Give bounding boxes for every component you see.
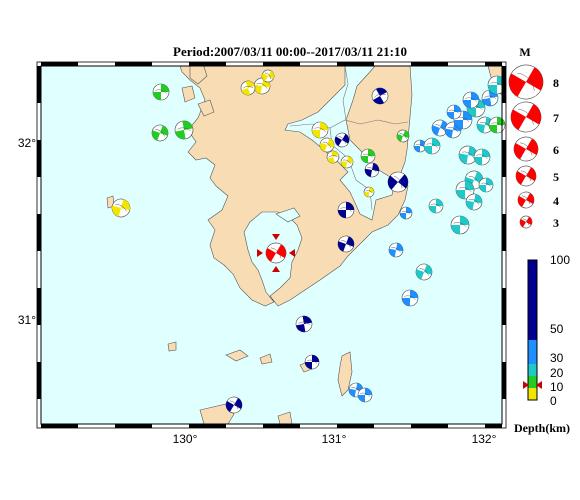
magnitude-scale-ball [519,215,533,229]
event-beachball [488,116,506,134]
current-depth-arrow-left-icon [523,381,529,389]
event-beachball [334,132,350,148]
depth-tick-50: 50 [550,322,564,336]
depth-tick-0: 0 [550,394,557,408]
magnitude-scale-label: 4 [553,194,559,208]
event-beachball [450,215,470,235]
depth-tick-100: 100 [550,253,570,267]
event-beachball [111,198,131,218]
magnitude-scale: M 8 7 6 5 4 3 [508,45,559,230]
event-beachball [364,162,380,178]
event-beachball [415,263,433,281]
event-beachball [340,155,354,169]
event-beachball [446,104,462,120]
lat-label-32: 32° [18,136,36,150]
event-beachball [401,289,419,307]
magnitude-scale-label: 7 [553,111,559,125]
magnitude-scale-label: 8 [553,76,559,90]
magnitude-scale-ball [510,101,542,133]
event-beachball [326,150,340,164]
event-beachball [337,201,355,219]
event-beachball [304,354,320,370]
event-beachball [396,129,410,143]
event-beachball [465,193,483,211]
event-beachball [319,137,335,153]
event-beachball [455,180,475,200]
lon-label-130: 130° [173,432,198,446]
event-beachball [225,396,243,414]
event-beachball [453,110,473,130]
event-beachball [152,83,170,101]
event-beachball [473,148,491,166]
magnitude-scale-label: 6 [553,143,559,157]
magnitude-heading: M [519,45,530,59]
mainshock-beachball [265,242,287,264]
event-beachball [174,120,194,140]
event-beachball [240,80,256,96]
event-beachball [399,206,413,220]
event-beachball [363,186,375,198]
event-beachball [387,171,409,193]
event-beachball [337,235,355,253]
magnitude-scale-ball [515,165,537,187]
depth-band-deep [528,260,537,340]
event-beachball [357,387,373,403]
event-beachball [428,198,444,214]
event-beachball [413,139,427,153]
depth-band-shallow [528,388,537,400]
event-beachball [295,315,313,333]
magnitude-scale-ball [517,191,535,209]
depth-band-green [528,376,537,388]
event-beachball [478,177,494,193]
event-beachball [371,87,389,105]
event-beachball [423,137,441,155]
event-beachball [261,69,275,83]
magnitude-scale-ball [513,136,539,162]
depth-tick-10: 10 [550,380,564,394]
event-markers [111,69,507,414]
depth-tick-30: 30 [550,351,564,365]
depth-band-intermediate [528,340,537,364]
event-beachball [151,124,169,142]
map-title: Period:2007/03/11 00:00--2017/03/11 21:1… [173,44,407,59]
depth-scale: 100 50 30 20 10 0 Depth(km) [514,253,570,435]
mainshock-beachball-icon [257,234,295,272]
map-border-ticks [36,61,507,429]
depth-band-cyan [528,364,537,376]
lat-label-31: 31° [18,313,36,327]
lon-label-132: 132° [472,432,497,446]
magnitude-scale-label: 3 [553,216,559,230]
depth-scale-title: Depth(km) [514,421,570,435]
event-beachball [388,242,404,258]
event-beachball [476,116,494,134]
current-depth-arrow-right-icon [536,381,542,389]
magnitude-scale-ball [508,64,544,100]
event-beachball [311,121,329,139]
magnitude-scale-label: 5 [553,170,559,184]
event-beachball [462,91,480,109]
event-beachball [360,148,376,164]
lon-label-131: 131° [322,432,347,446]
depth-tick-20: 20 [550,366,564,380]
